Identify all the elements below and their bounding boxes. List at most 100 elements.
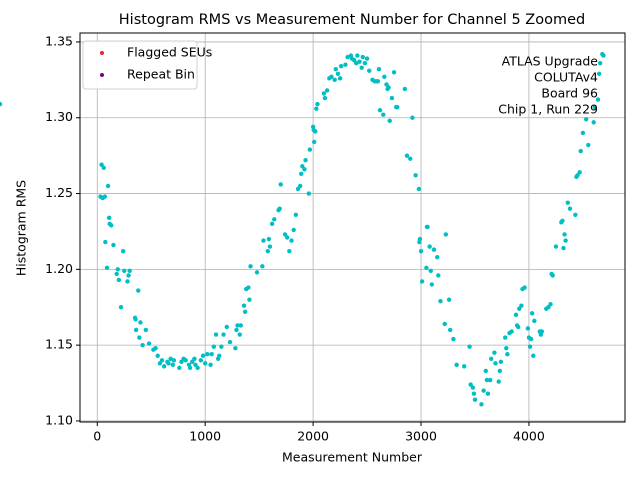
data-point [125,279,130,284]
data-point [138,320,143,325]
data-point [386,85,391,90]
data-point [438,298,443,304]
data-point [471,391,477,396]
data-point [153,345,158,351]
data-point [504,345,509,351]
data-point [591,120,596,125]
data-point [116,277,122,283]
data-point [269,221,275,227]
data-point [503,335,508,340]
data-point [213,332,219,337]
data-point [101,165,106,170]
data-point [118,305,124,310]
data-point [302,167,307,172]
data-point [442,321,447,327]
data-point [289,238,294,243]
data-point [531,353,536,358]
data-point [227,339,233,345]
data-point [99,162,104,167]
y-axis-label: Histogram RMS [14,180,29,276]
data-point [0,101,3,107]
data-point [376,67,382,72]
y-tick-label: 1.10 [45,412,73,427]
data-point [447,327,453,333]
y-tick-label: 1.35 [45,33,73,48]
data-point [211,344,217,349]
data-point [254,270,260,275]
data-point [548,302,553,307]
data-point [224,324,229,330]
legend-label: Repeat Bin [127,67,195,82]
data-point [137,335,142,340]
y-tick-label: 1.25 [45,185,73,200]
data-point [529,311,535,316]
data-point [261,238,266,243]
data-point [413,173,418,178]
data-point [221,332,226,337]
legend-marker [100,73,104,77]
data-point [314,106,319,111]
data-point [104,265,110,271]
data-point [382,74,387,80]
data-point [300,164,305,169]
y-tick-label: 1.30 [45,109,73,124]
data-point [481,388,486,393]
data-point [443,232,449,237]
data-point [419,279,425,284]
data-point [596,71,602,76]
data-point [505,352,510,357]
data-point [103,239,108,245]
data-point [200,353,206,358]
data-point [209,352,214,357]
data-point [550,273,555,278]
data-point [105,183,111,189]
data-point [391,70,397,75]
data-point [248,264,253,269]
data-point [237,332,242,337]
data-point [120,248,126,254]
x-tick-label: 3000 [405,429,437,444]
data-point [472,397,478,402]
data-point [527,344,533,349]
data-point [359,65,364,70]
data-point [332,77,337,83]
data-point [408,156,413,161]
data-point [461,364,467,369]
x-tick-label: 2000 [297,429,329,444]
data-point [425,224,430,230]
data-point [519,303,524,308]
data-point [377,107,383,113]
data-point [467,344,472,349]
data-point [157,361,163,366]
data-point [417,236,423,242]
data-point [573,212,578,217]
data-point [357,59,362,64]
data-point [205,352,210,357]
data-point [111,242,116,248]
data-point [295,186,301,192]
data-point [315,101,320,107]
data-point [126,273,131,278]
data-point [241,303,247,308]
data-point [277,206,282,211]
data-point [595,97,601,102]
x-tick-label: 0 [93,429,101,444]
data-point [451,336,456,342]
data-point [562,232,567,237]
data-point [488,356,494,361]
data-point [297,183,303,189]
data-point [307,147,313,152]
data-point [560,218,565,224]
data-point [487,377,493,383]
data-point [322,95,328,101]
data-point [293,212,299,217]
x-tick-label: 4000 [513,429,545,444]
data-point [155,353,160,358]
data-point [384,82,389,87]
data-point [561,245,566,251]
data-point [115,267,120,272]
data-point [528,336,534,342]
data-point [563,238,568,243]
data-point [601,53,606,58]
data-point [187,365,193,371]
